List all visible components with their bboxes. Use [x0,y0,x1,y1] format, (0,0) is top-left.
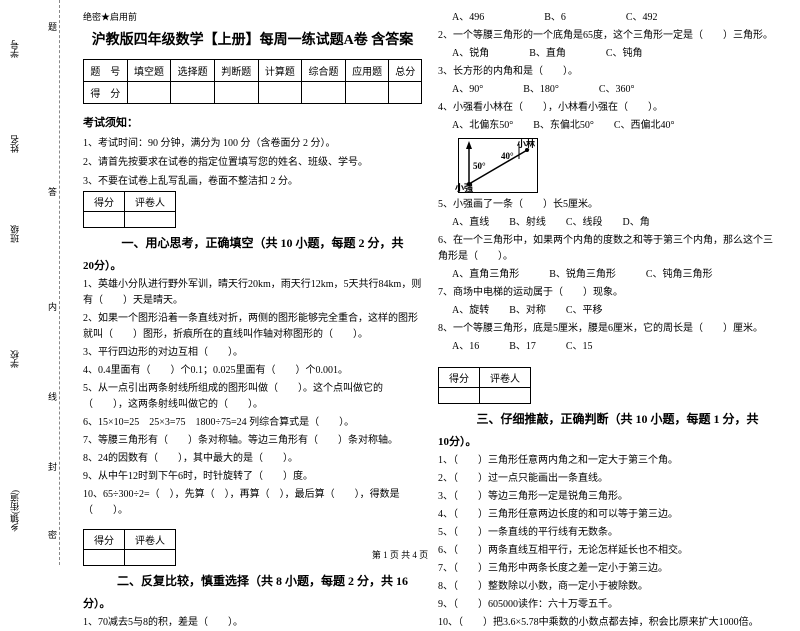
score-table: 题 号 填空题 选择题 判断题 计算题 综合题 应用题 总分 得 分 [83,59,422,104]
q1-6: 6、15×10=25 25×3=75 1800÷75=24 列综合算式是（ ）。 [83,415,422,431]
q3-9: 9、（ ）605000读作：六十万零五千。 [438,597,777,613]
field-town: 乡镇(街道) [8,490,21,532]
q2-2: 2、一个等腰三角形的一个底角是65度，这个三角形一定是（ ）三角形。 [438,28,777,44]
notice-2: 2、请首先按要求在试卷的指定位置填写您的姓名、班级、学号。 [83,153,422,168]
section-3-title: 三、仔细推敲，正确判断（共 10 小题，每题 1 分，共 [438,410,777,427]
th-judge: 判断题 [214,60,258,82]
seal-char-4: 线 [48,390,57,403]
q2-1: 1、70减去5与8的积，差是（ ）。 [83,615,422,631]
td-blank [258,82,302,104]
q1-1: 1、英雄小分队进行野外军训，晴天行20km，雨天行12km，5天共行84km，则… [83,277,422,309]
q3-8: 8、（ ）整数除以小数，商一定小于被除数。 [438,579,777,595]
td-blank [302,82,346,104]
q2-5-opts: A、直线 B、射线 C、线段 D、角 [452,215,777,231]
diagram-label-top: 小林 [517,137,535,150]
q3-1: 1、（ ）三角形任意两内角之和一定大于第三个角。 [438,453,777,469]
sh-score: 得分 [84,530,125,550]
td-blank [171,82,215,104]
td-blank [214,82,258,104]
q2-4: 4、小强看小林在（ ），小林看小强在（ ）。 [438,100,777,116]
q2-3: 3、长方形的内角和是（ ）。 [438,64,777,80]
q2-1-opts: A、496 B、6 C、492 [452,10,777,26]
sh-grader: 评卷人 [125,192,176,212]
q2-7: 7、商场中电梯的运动属于（ ）现象。 [438,285,777,301]
q3-7: 7、（ ）三角形中两条长度之差一定小于第三边。 [438,561,777,577]
section-3-title2: 10分）。 [438,433,777,449]
diagram-ang1: 50° [473,161,486,171]
q2-3-opts: A、90° B、180° C、360° [452,82,777,98]
exam-title: 沪教版四年级数学【上册】每周一练试题A卷 含答案 [83,29,422,49]
q2-6-opts: A、直角三角形 B、锐角三角形 C、钝角三角形 [452,267,777,283]
q2-8-opts: A、16 B、17 C、15 [452,339,777,355]
section-1-title: 一、用心思考，正确填空（共 10 小题，每题 2 分，共 [83,234,422,251]
q3-10: 10、（ ）把3.6×5.78中乘数的小数点都去掉，积会比原来扩大1000倍。 [438,615,777,631]
field-id: 学号 [8,40,21,58]
seal-char-2: 答 [48,185,57,198]
q2-4-opts: A、北偏东50° B、东偏北50° C、西偏北40° [452,118,777,134]
left-column: 绝密★启用前 沪教版四年级数学【上册】每周一练试题A卷 含答案 题 号 填空题 … [75,10,430,555]
q1-3: 3、平行四边形的对边互相（ ）。 [83,345,422,361]
seal-char-6: 密 [48,528,57,541]
q3-3: 3、（ ）等边三角形一定是锐角三角形。 [438,489,777,505]
th-choice: 选择题 [171,60,215,82]
sh-grader: 评卷人 [125,530,176,550]
section-2-title: 二、反复比较，慎重选择（共 8 小题，每题 2 分，共 16 [83,572,422,589]
right-column: A、496 B、6 C、492 2、一个等腰三角形的一个底角是65度，这个三角形… [430,10,785,555]
content-area: 绝密★启用前 沪教版四年级数学【上册】每周一练试题A卷 含答案 题 号 填空题 … [60,0,800,565]
q1-8: 8、24的因数有（ ），其中最大的是（ ）。 [83,451,422,467]
field-class: 班级 [8,225,21,243]
q1-5: 5、从一点引出两条射线所组成的图形叫做（ ）。这个点叫做它的（ ），这两条射线叫… [83,381,422,413]
angle-diagram: 小林 小强 50° 40° [458,138,538,193]
binding-margin: 学号 姓名 班级 学校 乡镇(街道) 题 答 内 线 封 密 [0,0,60,565]
section-2-title2: 分）。 [83,595,422,611]
q1-2: 2、如果一个图形沿着一条直线对折，两侧的图形能够完全重合，这样的图形就叫（ ）图… [83,311,422,343]
sh-score: 得分 [84,192,125,212]
th-fill: 填空题 [127,60,171,82]
q1-7: 7、等腰三角形有（ ）条对称轴。等边三角形有（ ）条对称轴。 [83,433,422,449]
q1-9: 9、从中午12时到下午6时，时针旋转了（ ）度。 [83,469,422,485]
th-app: 应用题 [345,60,389,82]
secret-label: 绝密★启用前 [83,10,422,23]
q2-5: 5、小强画了一条（ ）长5厘米。 [438,197,777,213]
seal-char-3: 内 [48,300,57,313]
seal-char-5: 封 [48,460,57,473]
sh-score: 得分 [439,368,480,388]
td-blank [345,82,389,104]
th-total: 总分 [389,60,422,82]
sh-grader: 评卷人 [480,368,531,388]
seal-char-1: 题 [48,20,57,33]
score-head-3: 得分 评卷人 [438,367,531,404]
diagram-label-bottom: 小强 [455,181,473,194]
field-school: 学校 [8,350,21,368]
td-score-label: 得 分 [84,82,128,104]
diagram-ang2: 40° [501,151,514,161]
q3-4: 4、（ ）三角形任意两边长度的和可以等于第三边。 [438,507,777,523]
th-comp: 综合题 [302,60,346,82]
field-name: 姓名 [8,135,21,153]
td-blank [389,82,422,104]
score-head-1: 得分 评卷人 [83,191,176,228]
th-calc: 计算题 [258,60,302,82]
q2-2-opts: A、锐角 B、直角 C、钝角 [452,46,777,62]
q1-10: 10、65÷300÷2=（ ），先算（ ），再算（ ），最后算（ ），得数是（ … [83,487,422,519]
notice-3: 3、不要在试卷上乱写乱画，卷面不整洁扣 2 分。 [83,172,422,187]
page-footer: 第 1 页 共 4 页 [0,548,800,561]
q1-4: 4、0.4里面有（ ）个0.1；0.025里面有（ ）个0.001。 [83,363,422,379]
q3-2: 2、（ ）过一点只能画出一条直线。 [438,471,777,487]
td-blank [127,82,171,104]
th-num: 题 号 [84,60,128,82]
notice-heading: 考试须知： [83,114,422,130]
q3-5: 5、（ ）一条直线的平行线有无数条。 [438,525,777,541]
q2-6: 6、在一个三角形中，如果两个内角的度数之和等于第三个内角，那么这个三角形是（ ）… [438,233,777,265]
q2-8: 8、一个等腰三角形，底是5厘米，腰是6厘米，它的周长是（ ）厘米。 [438,321,777,337]
section-1-title2: 20分）。 [83,257,422,273]
q2-7-opts: A、旋转 B、对称 C、平移 [452,303,777,319]
notice-1: 1、考试时间：90 分钟，满分为 100 分（含卷面分 2 分）。 [83,134,422,149]
